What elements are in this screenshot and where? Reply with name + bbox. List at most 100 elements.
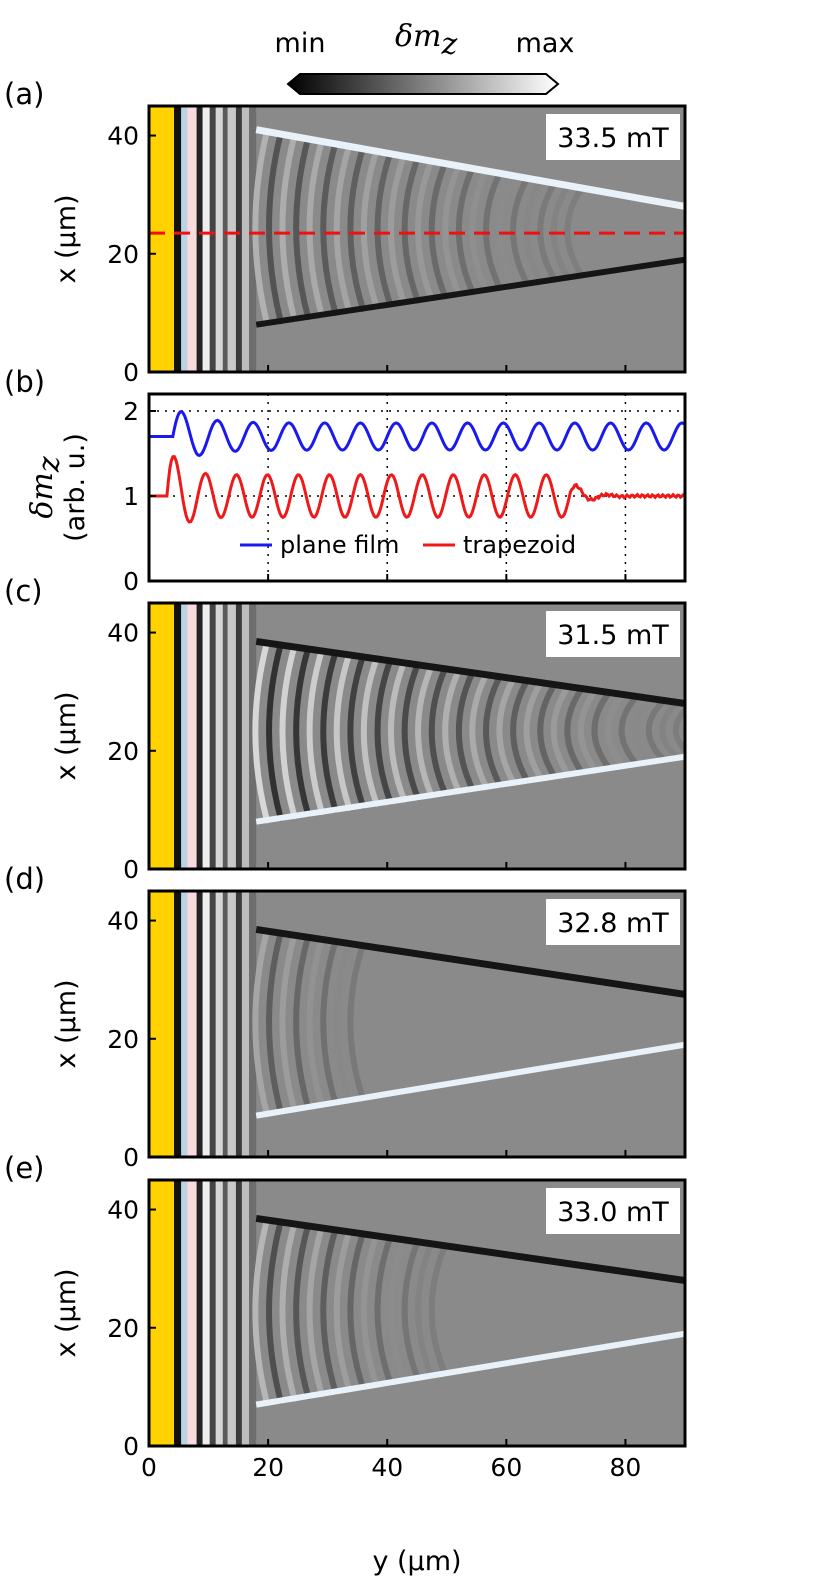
wave-front-dark bbox=[483, 169, 503, 292]
wave-front-light bbox=[415, 157, 435, 302]
wave-front-light bbox=[469, 167, 490, 294]
y-tick-label: 0 bbox=[123, 1432, 139, 1461]
antenna-band bbox=[222, 106, 228, 372]
wave-front-light bbox=[442, 667, 462, 795]
antenna-band bbox=[215, 891, 223, 1157]
colorbar-max-label: max bbox=[516, 28, 575, 59]
field-label-box bbox=[546, 114, 680, 160]
y-tick-label: 40 bbox=[107, 1196, 139, 1225]
antenna-band bbox=[181, 106, 188, 372]
antenna-band bbox=[174, 106, 182, 372]
y-tick-label: 40 bbox=[107, 122, 139, 151]
wave-front-light bbox=[550, 182, 572, 281]
antenna-band bbox=[187, 1180, 197, 1446]
wave-front-dark bbox=[455, 165, 476, 296]
trapezoid-top-edge bbox=[255, 126, 685, 210]
wave-front-light bbox=[279, 931, 298, 1113]
y-tick-label: 0 bbox=[123, 567, 139, 596]
wave-front-dark bbox=[374, 150, 394, 308]
field-label: 33.0 mT bbox=[546, 1188, 680, 1234]
antenna-band bbox=[187, 106, 197, 372]
wave-front-dark bbox=[401, 1238, 421, 1382]
antenna bbox=[149, 1180, 175, 1446]
wave-front-dark bbox=[320, 140, 339, 316]
wave-front-light bbox=[659, 699, 681, 762]
wave-front-dark bbox=[293, 1222, 312, 1400]
y-axis-title: x (µm) bbox=[51, 1268, 82, 1357]
field-label-text: 31.5 mT bbox=[557, 620, 669, 651]
wave-front-light bbox=[442, 162, 462, 298]
trapezoid-bottom-edge bbox=[255, 1330, 685, 1408]
field-label-text: 33.0 mT bbox=[557, 1197, 669, 1228]
trapezoid-bottom-edge bbox=[255, 1041, 685, 1119]
trapezoid-top-edge bbox=[255, 1214, 685, 1284]
panel-letter: (b) bbox=[4, 365, 45, 399]
panel-b: plane film trapezoid 0 1 2 (b) δmz(arb. u.) bbox=[4, 365, 687, 596]
antenna-band bbox=[209, 1180, 216, 1446]
wave-front-light bbox=[333, 940, 353, 1104]
wave-front-dark bbox=[266, 929, 284, 1115]
x-tick-label: 0 bbox=[141, 1453, 157, 1482]
antenna bbox=[149, 106, 175, 372]
wave-front-dark bbox=[320, 649, 339, 813]
y-tick-label: 20 bbox=[107, 737, 139, 766]
antenna-band bbox=[209, 603, 216, 869]
wave-front-dark bbox=[618, 693, 640, 768]
x-tick-label: 20 bbox=[252, 1453, 284, 1482]
wave-front-dark bbox=[266, 130, 284, 325]
antenna-band bbox=[174, 1180, 182, 1446]
panel-letter: (e) bbox=[4, 1151, 44, 1185]
wave-front-dark bbox=[537, 681, 558, 780]
field-label-text: 32.8 mT bbox=[557, 908, 669, 939]
antenna-band bbox=[181, 1180, 188, 1446]
x-tick-label: 40 bbox=[371, 1453, 403, 1482]
wave-front-dark bbox=[591, 689, 613, 772]
antenna-band bbox=[181, 603, 188, 869]
y-tick-label: 0 bbox=[123, 358, 139, 387]
trapezoid-bottom-edge bbox=[255, 753, 685, 825]
antenna-band bbox=[215, 603, 223, 869]
wave-front-light bbox=[388, 1236, 407, 1384]
trapezoid-bottom-edge bbox=[255, 256, 685, 328]
wave-front-dark bbox=[293, 934, 312, 1111]
y-axis-title-sub: z bbox=[32, 456, 67, 473]
y-tick-label: 0 bbox=[123, 1143, 139, 1172]
panel-d: 32.8 mT 0 20 40 (d) x (µm) bbox=[4, 862, 687, 1172]
antenna-band bbox=[227, 1180, 236, 1446]
wave-front-light bbox=[306, 647, 325, 816]
wave-front-dark bbox=[320, 938, 339, 1106]
wave-front-dark bbox=[347, 145, 366, 312]
antenna-band bbox=[241, 603, 250, 869]
antenna-band bbox=[227, 603, 236, 869]
antenna-band bbox=[202, 891, 210, 1157]
colorbar: min max δmz bbox=[275, 19, 575, 95]
legend-label-plane-film: plane film bbox=[280, 531, 399, 559]
antenna-band bbox=[215, 1180, 223, 1446]
wave-front-light bbox=[252, 128, 270, 327]
wave-front-light bbox=[632, 695, 654, 766]
panel-frame bbox=[147, 392, 687, 583]
panel-frame bbox=[147, 601, 687, 871]
antenna-band bbox=[222, 603, 228, 869]
wave-front-dark bbox=[293, 645, 312, 818]
antenna bbox=[149, 891, 175, 1157]
antenna-band bbox=[187, 603, 197, 869]
wave-front-dark bbox=[428, 1242, 448, 1377]
panel-a: 33.5 mT 0 20 40 (a) x (µm) bbox=[4, 77, 687, 387]
antenna-band bbox=[227, 106, 236, 372]
panel-letter: (a) bbox=[4, 77, 44, 111]
wave-front-dark bbox=[455, 669, 476, 793]
antenna-band bbox=[235, 891, 242, 1157]
field-label: 33.5 mT bbox=[546, 114, 680, 160]
antenna-band bbox=[222, 1180, 228, 1446]
antenna-band bbox=[222, 891, 228, 1157]
y-tick-label: 1 bbox=[123, 482, 139, 511]
wave-front-light bbox=[360, 655, 380, 807]
y-tick-label: 20 bbox=[107, 1314, 139, 1343]
wave-front-light bbox=[333, 142, 353, 314]
antenna-band bbox=[174, 603, 182, 869]
y-tick-label: 0 bbox=[123, 855, 139, 884]
antenna-band bbox=[209, 891, 216, 1157]
wave-front-light bbox=[550, 683, 572, 778]
y-axis-unit: (arb. u.) bbox=[60, 433, 91, 542]
